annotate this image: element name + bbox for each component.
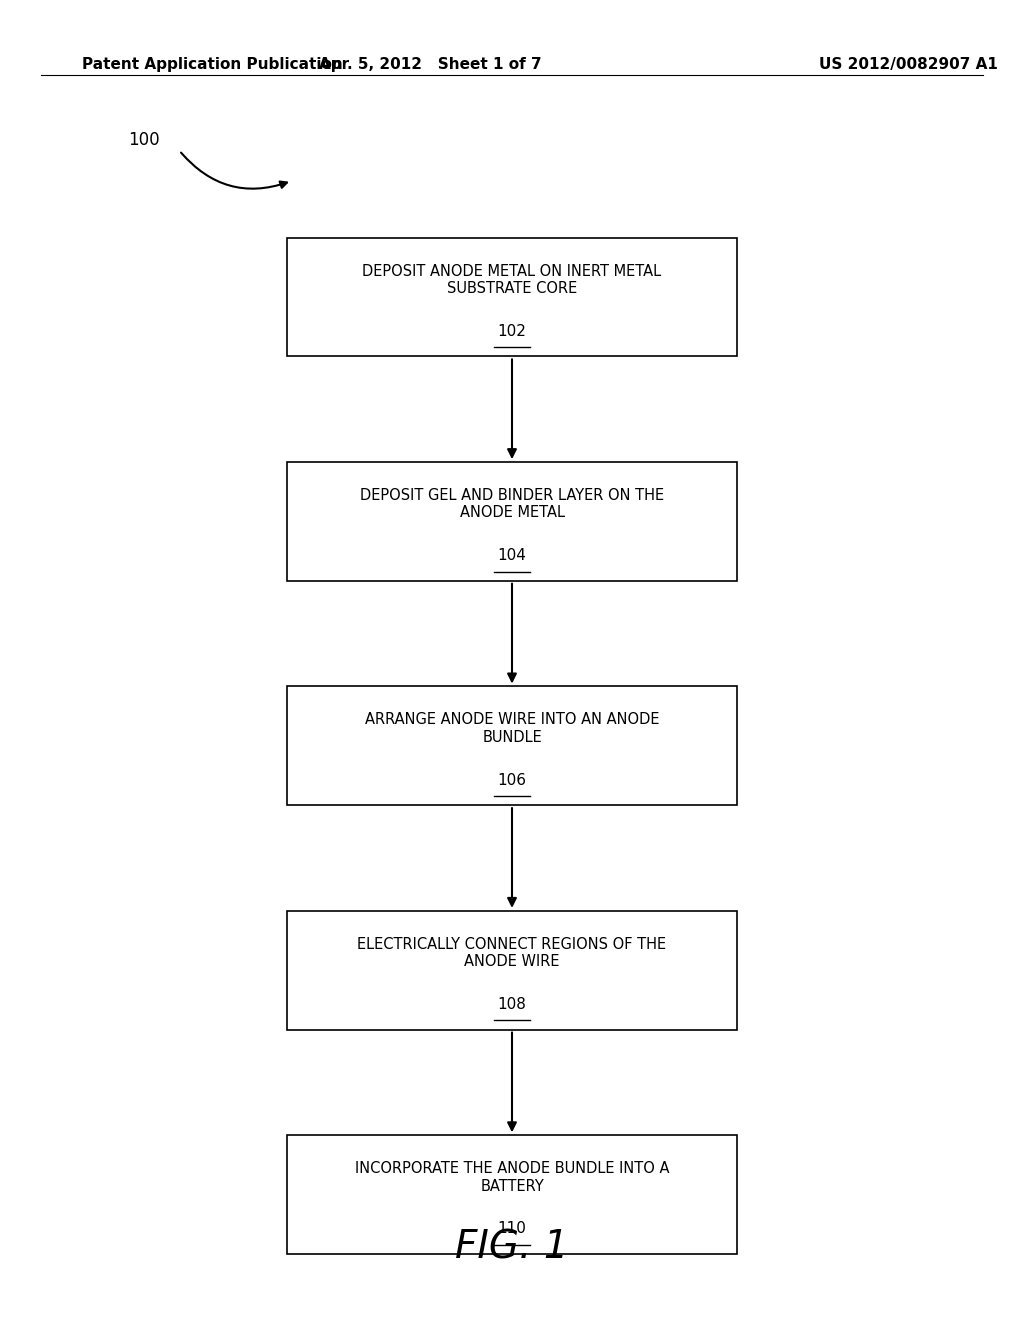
Bar	[287, 686, 737, 805]
Text: 100: 100	[128, 131, 160, 149]
Bar	[287, 911, 737, 1030]
Text: 106: 106	[498, 772, 526, 788]
Text: Apr. 5, 2012   Sheet 1 of 7: Apr. 5, 2012 Sheet 1 of 7	[318, 57, 542, 71]
Text: Patent Application Publication: Patent Application Publication	[82, 57, 343, 71]
Text: INCORPORATE THE ANODE BUNDLE INTO A
BATTERY: INCORPORATE THE ANODE BUNDLE INTO A BATT…	[354, 1162, 670, 1193]
Bar	[287, 462, 737, 581]
Bar	[287, 1135, 737, 1254]
Text: US 2012/0082907 A1: US 2012/0082907 A1	[819, 57, 998, 71]
Text: 104: 104	[498, 548, 526, 564]
Text: ELECTRICALLY CONNECT REGIONS OF THE
ANODE WIRE: ELECTRICALLY CONNECT REGIONS OF THE ANOD…	[357, 937, 667, 969]
Text: FIG. 1: FIG. 1	[456, 1229, 568, 1266]
Text: 110: 110	[498, 1221, 526, 1237]
Text: ARRANGE ANODE WIRE INTO AN ANODE
BUNDLE: ARRANGE ANODE WIRE INTO AN ANODE BUNDLE	[365, 713, 659, 744]
Text: 108: 108	[498, 997, 526, 1012]
Bar	[287, 238, 737, 356]
Text: DEPOSIT ANODE METAL ON INERT METAL
SUBSTRATE CORE: DEPOSIT ANODE METAL ON INERT METAL SUBST…	[362, 264, 662, 296]
Text: DEPOSIT GEL AND BINDER LAYER ON THE
ANODE METAL: DEPOSIT GEL AND BINDER LAYER ON THE ANOD…	[360, 488, 664, 520]
Text: 102: 102	[498, 323, 526, 339]
